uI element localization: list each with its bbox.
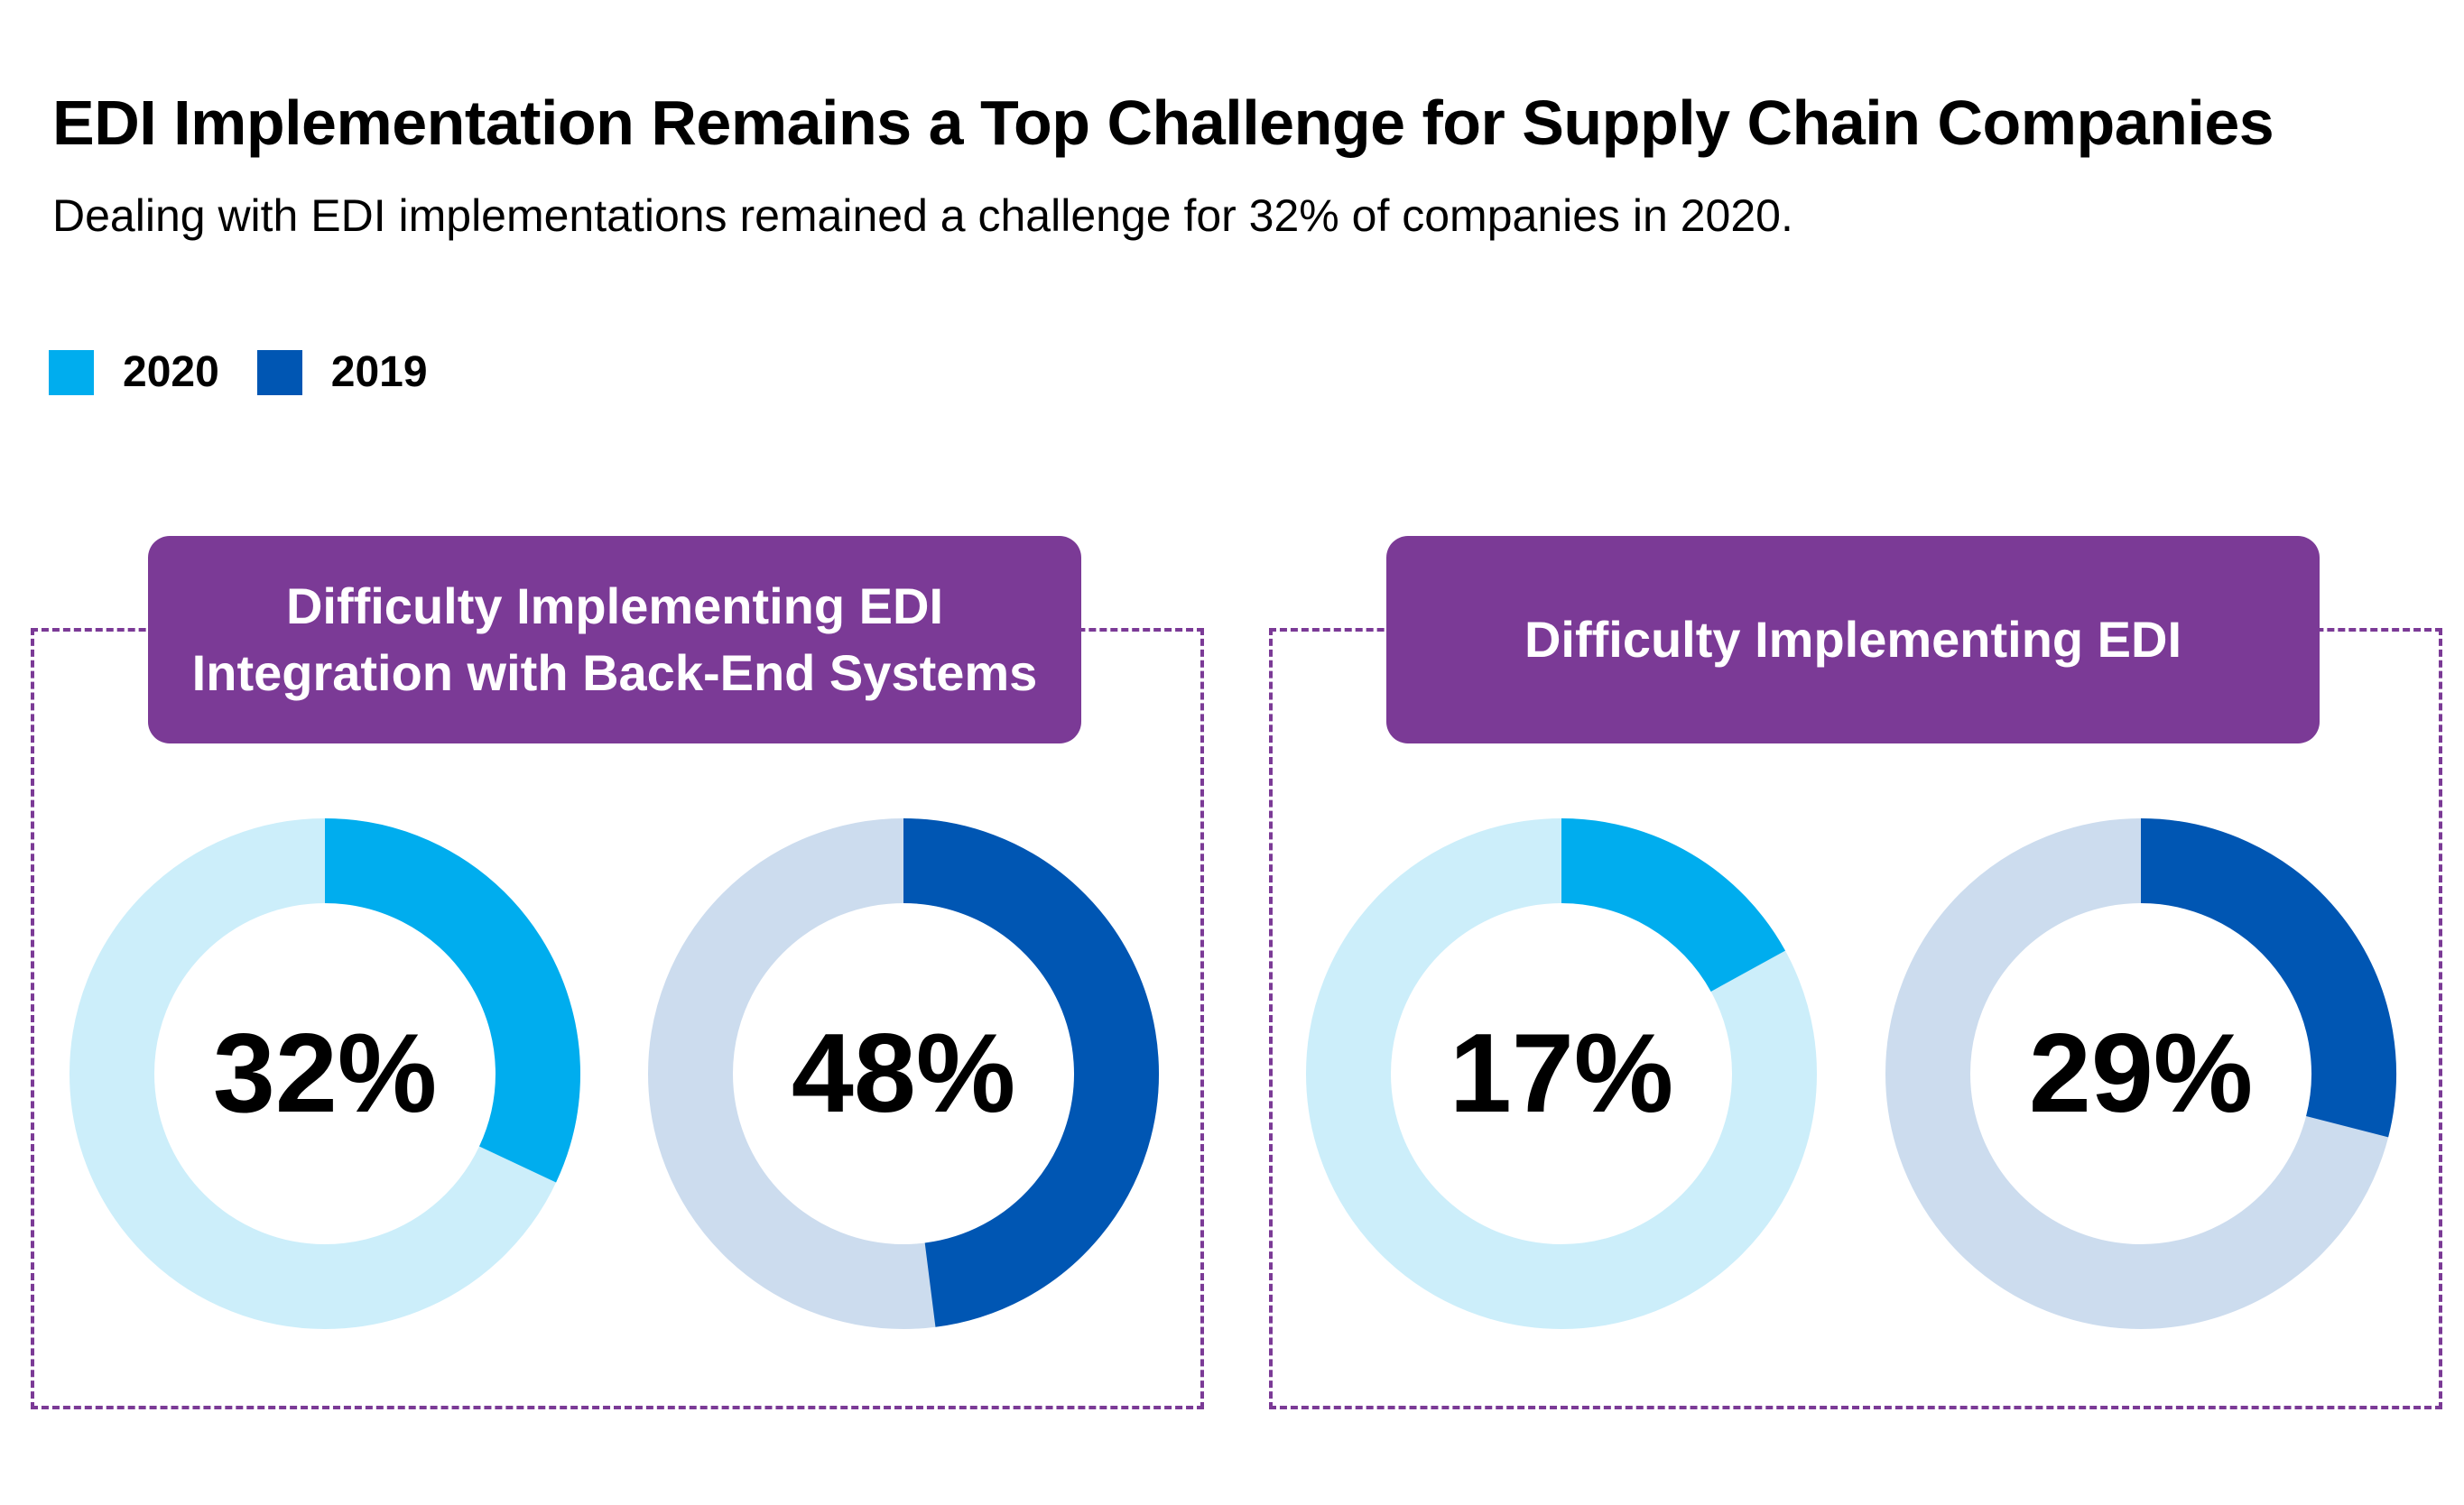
donut-implementing-2019: 29% <box>1885 818 2396 1329</box>
donut-implementing-2020: 17% <box>1306 818 1817 1329</box>
legend: 2020 2019 <box>49 347 466 397</box>
legend-swatch-2019 <box>256 349 302 395</box>
donut-integration-2020: 32% <box>69 818 580 1329</box>
legend-label-2020: 2020 <box>123 348 219 396</box>
donut-label-integration-2019: 48% <box>792 1011 1015 1136</box>
donut-label-implementing-2020: 17% <box>1450 1011 1673 1136</box>
donut-arc-implementing-2019 <box>2140 818 2396 1138</box>
donut-label-integration-2020: 32% <box>213 1011 437 1136</box>
panel-header-implementing-line-1: Difficulty Implementing EDI <box>1524 611 2182 668</box>
legend-swatch-2020 <box>49 349 94 395</box>
legend-item-2019: 2019 <box>256 347 428 397</box>
donut-arc-integration-2020 <box>324 818 580 1183</box>
chart-title: EDI Implementation Remains a Top Challen… <box>52 88 2274 158</box>
donut-integration-2019: 48% <box>648 818 1159 1329</box>
panel-header-integration-line-2: Integration with Back-End Systems <box>191 644 1038 701</box>
donut-arc-integration-2019 <box>903 818 1159 1327</box>
panel-header-implementing: Difficulty Implementing EDI <box>1386 536 2320 743</box>
panel-header-integration: Difficulty Implementing EDI Integration … <box>148 536 1081 743</box>
donut-arc-implementing-2020 <box>1560 818 1785 993</box>
legend-item-2020: 2020 <box>49 347 219 397</box>
panel-header-integration-line-1: Difficulty Implementing EDI <box>285 577 944 634</box>
donut-label-implementing-2019: 29% <box>2029 1011 2253 1136</box>
chart-subtitle: Dealing with EDI implementations remaine… <box>52 190 1793 241</box>
legend-label-2019: 2019 <box>330 348 428 396</box>
